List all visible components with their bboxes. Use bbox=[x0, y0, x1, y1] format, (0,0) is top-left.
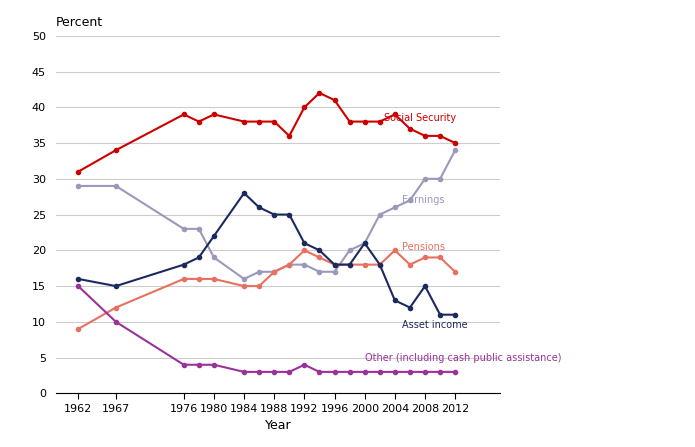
Text: Social Security: Social Security bbox=[384, 113, 456, 123]
Text: Percent: Percent bbox=[56, 16, 103, 29]
Text: Earnings: Earnings bbox=[402, 195, 445, 205]
Text: Pensions: Pensions bbox=[402, 242, 445, 252]
X-axis label: Year: Year bbox=[265, 419, 291, 432]
Text: Other (including cash public assistance): Other (including cash public assistance) bbox=[365, 353, 561, 363]
Text: Asset income: Asset income bbox=[402, 320, 468, 330]
